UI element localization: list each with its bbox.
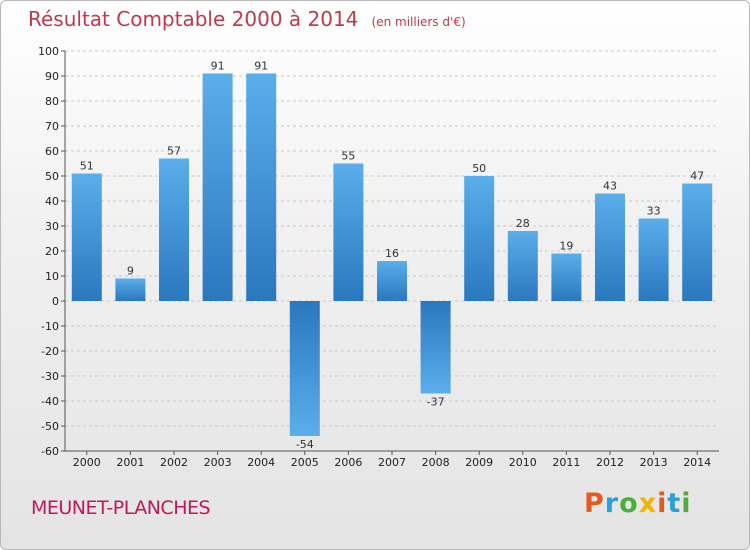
y-tick-label: 0 xyxy=(52,295,59,308)
data-label-2008: -37 xyxy=(427,396,445,409)
logo-letter: P xyxy=(584,488,605,519)
bar-2012 xyxy=(595,193,625,301)
chart-title: Résultat Comptable 2000 à 2014 xyxy=(28,7,359,31)
logo-letter: i xyxy=(657,488,668,519)
y-tick-label: 100 xyxy=(38,45,59,58)
bar-2002 xyxy=(159,158,189,301)
x-tick-label: 2009 xyxy=(465,456,493,469)
data-label-2010: 28 xyxy=(516,217,530,230)
x-tick-label: 2012 xyxy=(596,456,624,469)
y-tick-label: -40 xyxy=(41,395,59,408)
data-label-2006: 55 xyxy=(341,150,355,163)
y-tick-label: 90 xyxy=(45,70,59,83)
logo-letter: r xyxy=(604,488,620,519)
x-tick-label: 2001 xyxy=(116,456,144,469)
bar-2014 xyxy=(682,183,713,301)
bar-2008 xyxy=(420,301,451,394)
data-label-2011: 19 xyxy=(559,240,573,253)
x-tick-label: 2004 xyxy=(247,456,275,469)
title-area: Résultat Comptable 2000 à 2014 (en milli… xyxy=(28,7,466,31)
data-label-2001: 9 xyxy=(127,265,134,278)
data-label-2009: 50 xyxy=(472,162,486,175)
data-label-2012: 43 xyxy=(603,180,617,193)
x-tick-label: 2011 xyxy=(552,456,580,469)
y-tick-label: -20 xyxy=(41,345,59,358)
x-tick-label: 2002 xyxy=(160,456,188,469)
data-label-2005: -54 xyxy=(296,438,314,451)
x-tick-label: 2006 xyxy=(334,456,362,469)
data-label-2007: 16 xyxy=(385,247,399,260)
data-label-2013: 33 xyxy=(647,205,661,218)
bar-2010 xyxy=(507,231,538,301)
y-tick-label: -50 xyxy=(41,420,59,433)
bar-2001 xyxy=(115,278,146,301)
x-tick-label: 2010 xyxy=(509,456,537,469)
y-tick-label: 40 xyxy=(45,195,59,208)
bar-2011 xyxy=(551,253,582,301)
data-label-2004: 91 xyxy=(254,60,268,73)
logo-letter: x xyxy=(638,488,658,519)
logo-letter: o xyxy=(619,488,639,519)
y-tick-label: 80 xyxy=(45,95,59,108)
data-label-2014: 47 xyxy=(690,170,704,183)
y-tick-label: -30 xyxy=(41,370,59,383)
y-tick-label: 30 xyxy=(45,220,59,233)
x-tick-label: 2003 xyxy=(204,456,232,469)
y-tick-label: 10 xyxy=(45,270,59,283)
x-tick-label: 2000 xyxy=(73,456,101,469)
y-tick-label: -60 xyxy=(41,445,59,458)
bar-2007 xyxy=(377,261,407,301)
y-tick-label: -10 xyxy=(41,320,59,333)
bar-2013 xyxy=(638,218,669,301)
bar-2009 xyxy=(464,176,495,301)
bar-2006 xyxy=(333,163,364,301)
y-tick-label: 20 xyxy=(45,245,59,258)
bar-2004 xyxy=(246,73,277,301)
y-tick-label: 70 xyxy=(45,120,59,133)
x-tick-label: 2013 xyxy=(640,456,668,469)
logo-letter: t xyxy=(667,488,682,519)
x-tick-label: 2008 xyxy=(422,456,450,469)
proxiti-logo: Proxiti xyxy=(584,488,692,519)
y-tick-label: 60 xyxy=(45,145,59,158)
bar-2003 xyxy=(202,73,233,301)
town-name: MEUNET-PLANCHES xyxy=(31,497,211,519)
bar-2005 xyxy=(289,301,320,436)
x-tick-label: 2007 xyxy=(378,456,406,469)
data-label-2003: 91 xyxy=(211,60,225,73)
data-label-2000: 51 xyxy=(80,160,94,173)
y-tick-label: 50 xyxy=(45,170,59,183)
bar-2000 xyxy=(71,173,102,301)
logo-letter: i xyxy=(681,488,692,519)
x-tick-label: 2014 xyxy=(683,456,711,469)
chart-subtitle: (en milliers d'€) xyxy=(371,15,466,29)
data-label-2002: 57 xyxy=(167,145,181,158)
x-tick-label: 2005 xyxy=(291,456,319,469)
